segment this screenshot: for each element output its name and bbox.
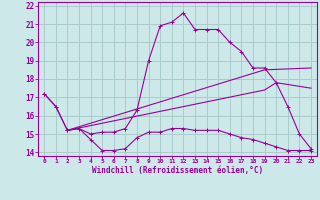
X-axis label: Windchill (Refroidissement éolien,°C): Windchill (Refroidissement éolien,°C) — [92, 166, 263, 175]
